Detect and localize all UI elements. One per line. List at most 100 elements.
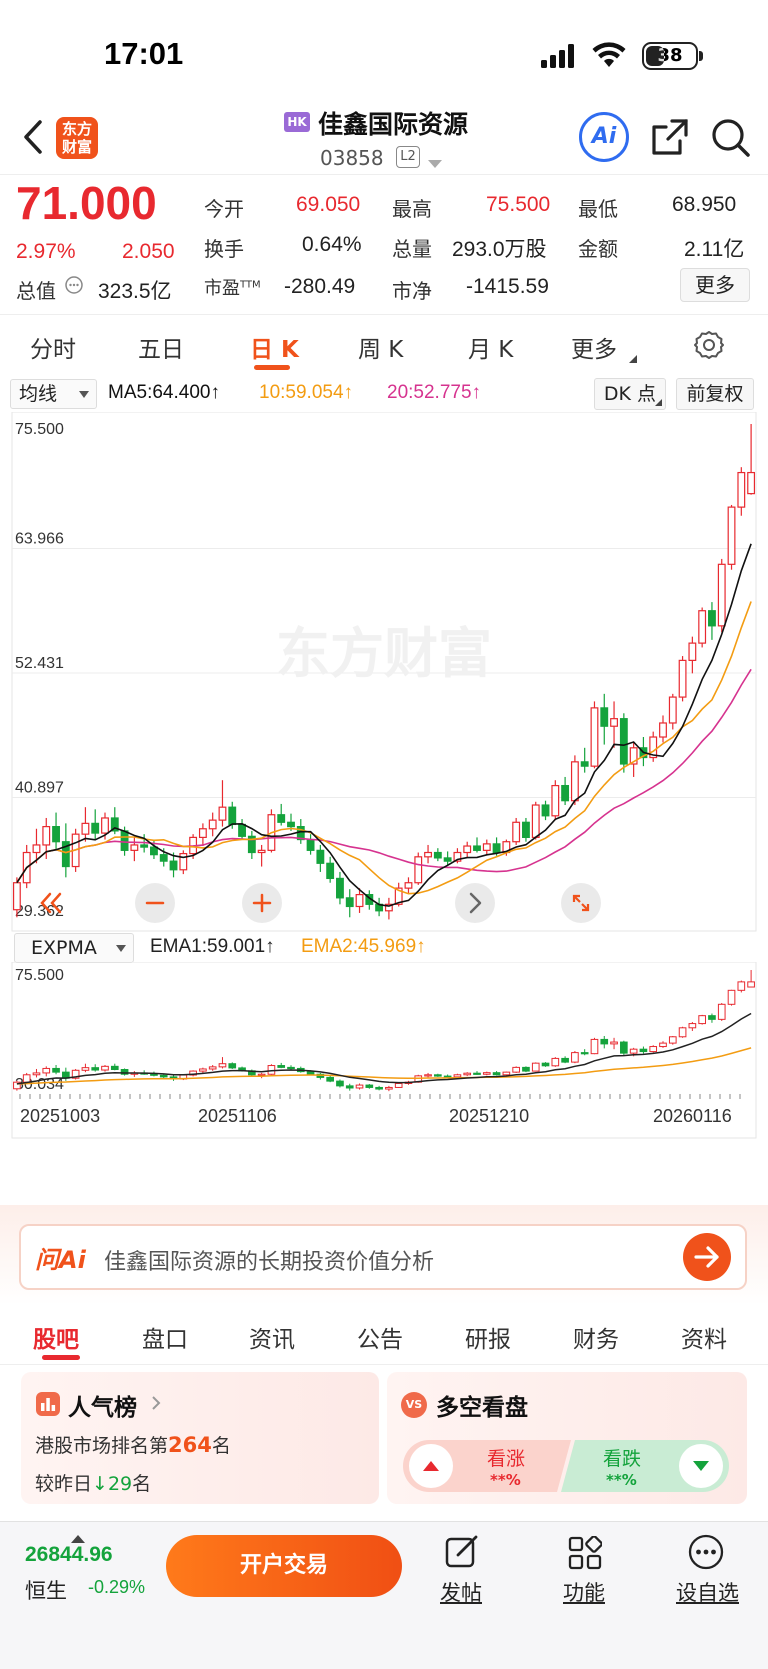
grid-icon[interactable] — [568, 1535, 603, 1574]
candle — [561, 776, 570, 806]
index-change[interactable]: -0.29% — [88, 1577, 146, 1597]
candle-body — [708, 1015, 716, 1020]
tab-pankou[interactable]: 盘口 — [142, 1327, 188, 1353]
function-button[interactable]: 功能 — [563, 1581, 605, 1605]
bear-label: 看跌 — [603, 1448, 642, 1470]
candle-body — [668, 1036, 677, 1044]
pb-label: 市净 — [392, 279, 432, 303]
candle — [257, 844, 266, 867]
candle — [81, 807, 90, 842]
candle-body — [71, 1069, 80, 1079]
tab-intraday[interactable]: 分时 — [30, 337, 76, 363]
settings-gear-icon[interactable] — [694, 330, 724, 364]
candle-body — [414, 856, 423, 884]
candle-body — [375, 1086, 383, 1090]
index-name[interactable]: 恒生 — [25, 1579, 67, 1603]
dk-point-button[interactable]: DK 点 — [594, 378, 666, 410]
ai-query-text[interactable]: 佳鑫国际资源的长期投资价值分析 — [104, 1250, 435, 1275]
expma-select[interactable]: EXPMA — [14, 933, 134, 963]
tab-five-day[interactable]: 五日 — [138, 337, 184, 363]
popularity-card[interactable] — [21, 1372, 379, 1504]
tab-announcements[interactable]: 公告 — [357, 1327, 403, 1353]
candle-body — [326, 1076, 334, 1082]
back-button[interactable] — [20, 118, 44, 160]
info-icon[interactable] — [65, 276, 83, 298]
tab-guba[interactable]: 股吧 — [33, 1327, 79, 1353]
battery-cap — [699, 51, 703, 61]
candle-body — [610, 1041, 618, 1045]
tab-daily-k[interactable]: 日 K — [250, 337, 299, 363]
candle — [120, 1068, 129, 1076]
caret-up-icon[interactable] — [71, 1528, 85, 1547]
candle-body — [120, 830, 129, 851]
candle-body — [551, 1057, 560, 1067]
fullscreen-button[interactable] — [561, 883, 601, 923]
candlestick-chart[interactable]: 75.500 63.966 52.431 40.897 29.362 东方财富 — [0, 412, 768, 932]
tab-profile[interactable]: 资料 — [681, 1327, 727, 1353]
chart-frame — [11, 412, 757, 932]
index-value[interactable]: 26844.96 — [25, 1543, 113, 1566]
candle-body — [110, 817, 119, 832]
compose-icon[interactable] — [445, 1535, 479, 1573]
more-dots-icon[interactable] — [688, 1534, 724, 1574]
candle — [433, 848, 442, 862]
y-tick-label: 52.431 — [15, 655, 64, 672]
candle — [169, 1074, 178, 1081]
zoom-in-button[interactable] — [242, 883, 282, 923]
open-account-trade-button[interactable]: 开户交易 — [166, 1535, 402, 1597]
candle-body — [541, 804, 550, 817]
ai-search-bar[interactable] — [19, 1224, 747, 1290]
zoom-out-button[interactable] — [135, 883, 175, 923]
rank-change-number: 29 — [107, 1473, 133, 1495]
candle — [717, 558, 726, 633]
candle — [531, 801, 540, 840]
adjust-button[interactable]: 前复权 — [676, 378, 754, 410]
corner-caret-icon — [629, 348, 637, 367]
candle-body — [531, 1062, 540, 1072]
tab-more[interactable]: 更多 — [571, 337, 617, 363]
candle-body — [169, 860, 178, 871]
tab-research[interactable]: 研报 — [465, 1327, 511, 1353]
candle-body — [81, 822, 90, 835]
candle-body — [678, 1027, 687, 1038]
corner-caret-icon — [655, 399, 662, 406]
more-quote-button[interactable]: 更多 — [680, 268, 750, 302]
ai-button[interactable]: Ai — [579, 112, 629, 162]
candle-body — [42, 826, 51, 846]
tab-weekly-k[interactable]: 周 K — [358, 337, 404, 363]
level-badge[interactable]: L2 — [396, 146, 420, 168]
candle-body — [208, 1066, 217, 1070]
candle-body — [492, 843, 501, 854]
chevron-right-icon[interactable] — [151, 1395, 161, 1415]
candle — [267, 1064, 276, 1075]
post-button[interactable]: 发帖 — [440, 1581, 482, 1605]
search-icon[interactable] — [710, 117, 752, 163]
tab-monthly-k[interactable]: 月 K — [468, 337, 514, 363]
sentiment-bar[interactable] — [401, 1438, 731, 1494]
next-button[interactable] — [455, 883, 495, 923]
volume-label: 总量 — [392, 237, 432, 261]
amount-value: 2.11亿 — [684, 238, 745, 261]
indicator-select[interactable]: 均线 — [10, 379, 97, 409]
candle-body — [218, 806, 227, 821]
y-tick-label: 75.500 — [15, 967, 64, 984]
candle — [110, 1063, 119, 1071]
candle — [619, 713, 628, 773]
tab-news[interactable]: 资讯 — [249, 1327, 295, 1353]
candle — [130, 1071, 139, 1077]
add-watchlist-button[interactable]: 设自选 — [676, 1581, 739, 1605]
candle — [610, 1037, 618, 1050]
change-amount: 2.050 — [122, 240, 175, 263]
chevron-down-icon[interactable] — [428, 154, 442, 173]
candle-body — [708, 610, 716, 627]
tab-finance[interactable]: 财务 — [573, 1327, 619, 1353]
candle-body — [433, 851, 442, 859]
candle — [580, 747, 589, 773]
share-icon[interactable] — [650, 117, 690, 161]
candle-body — [737, 981, 746, 991]
prev-page-icon[interactable] — [38, 890, 66, 920]
x-tick-label: 20260116 — [653, 1106, 732, 1126]
ai-go-button[interactable] — [683, 1233, 731, 1281]
candle-body — [22, 1074, 31, 1083]
